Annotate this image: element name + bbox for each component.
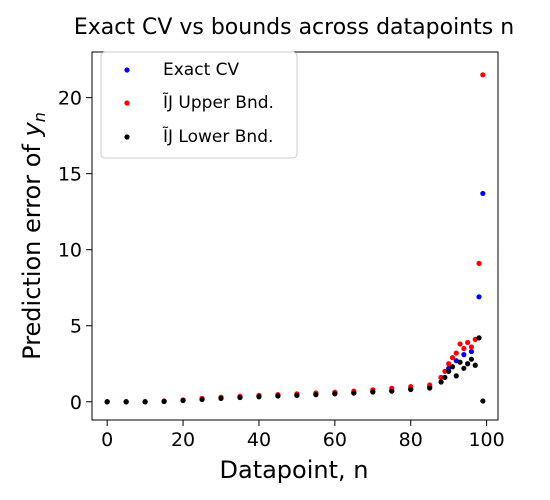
data-point-upper-bound <box>461 345 467 352</box>
data-point-upper-bound <box>438 374 444 381</box>
data-point-lower-bound <box>442 374 448 381</box>
data-point-lower-bound <box>427 385 433 391</box>
data-point-exact-cv <box>480 190 486 197</box>
data-point-lower-bound <box>468 356 475 362</box>
data-point-lower-bound <box>465 361 471 367</box>
legend-label-upper-bound: ĨJ Upper Bnd. <box>162 91 274 113</box>
data-point-upper-bound <box>442 368 448 374</box>
data-point-lower-bound <box>408 386 414 393</box>
x-axis-label: Datapoint, n <box>220 456 369 484</box>
data-point-lower-bound <box>446 368 452 374</box>
data-point-upper-bound <box>446 361 452 367</box>
data-point-lower-bound <box>142 399 148 405</box>
data-point-lower-bound <box>461 365 467 371</box>
data-point-lower-bound <box>438 379 444 385</box>
data-point-lower-bound <box>351 390 357 396</box>
legend-marker-exact-cv <box>124 67 130 73</box>
legend-marker-upper-bound <box>124 100 130 106</box>
y-tick-label: 20 <box>58 88 82 110</box>
data-point-lower-bound <box>237 394 243 401</box>
data-point-upper-bound <box>457 341 463 347</box>
data-point-lower-bound <box>161 398 167 405</box>
legend: Exact CV ĨJ Upper Bnd. ĨJ Lower Bnd. <box>100 51 298 159</box>
data-point-upper-bound <box>453 350 459 356</box>
data-point-lower-bound <box>472 362 478 368</box>
y-axis-label-text: Prediction error of <box>18 136 46 359</box>
data-point-lower-bound <box>453 373 459 379</box>
legend-marker-lower-bound <box>124 134 130 140</box>
x-tick-label: 60 <box>323 429 347 451</box>
data-point-exact-cv <box>461 352 467 358</box>
data-point-lower-bound <box>256 394 262 400</box>
data-point-upper-bound <box>480 72 486 78</box>
data-point-upper-bound <box>465 339 471 346</box>
data-point-lower-bound <box>449 364 456 370</box>
data-point-lower-bound <box>332 391 338 397</box>
x-tick-label: 80 <box>399 429 423 451</box>
data-point-lower-bound <box>275 393 281 399</box>
data-point-exact-cv <box>476 294 482 300</box>
x-tick-label: 20 <box>171 429 195 451</box>
data-point-upper-bound <box>476 260 482 266</box>
legend-label-exact-cv: Exact CV <box>163 60 240 80</box>
y-axis-ticks: 0 5 10 15 20 <box>58 88 92 414</box>
x-axis-ticks: 0 20 40 60 80 100 <box>101 420 505 451</box>
data-point-lower-bound <box>294 392 300 398</box>
data-point-lower-bound <box>218 395 224 402</box>
chart-title: Exact CV vs bounds across datapoints n <box>74 15 514 40</box>
y-tick-label: 5 <box>70 316 82 338</box>
data-point-lower-bound <box>457 359 463 365</box>
data-point-exact-cv <box>468 348 475 355</box>
data-point-lower-bound <box>370 389 376 395</box>
data-point-lower-bound <box>199 396 205 403</box>
data-point-lower-bound <box>104 399 110 405</box>
x-tick-label: 40 <box>247 429 271 451</box>
data-points <box>104 72 486 405</box>
data-point-upper-bound <box>449 355 456 361</box>
data-point-lower-bound <box>313 392 319 398</box>
x-tick-label: 100 <box>468 429 504 451</box>
data-point-lower-bound <box>389 388 395 394</box>
legend-label-lower-bound: ĨJ Lower Bnd. <box>162 125 273 147</box>
legend-box <box>100 51 298 159</box>
y-tick-label: 15 <box>58 164 82 186</box>
data-point-lower-bound <box>180 397 186 404</box>
data-point-lower-bound <box>480 398 486 404</box>
data-point-lower-bound <box>476 335 482 341</box>
y-tick-label: 0 <box>70 392 82 414</box>
y-tick-label: 10 <box>58 240 82 262</box>
x-tick-label: 0 <box>101 429 113 451</box>
data-point-lower-bound <box>123 399 129 405</box>
y-axis-label: Prediction error of yn <box>18 112 49 360</box>
y-axis-label-variable: y <box>18 121 46 137</box>
data-point-upper-bound <box>468 344 475 350</box>
y-axis-label-subscript: n <box>30 112 49 122</box>
